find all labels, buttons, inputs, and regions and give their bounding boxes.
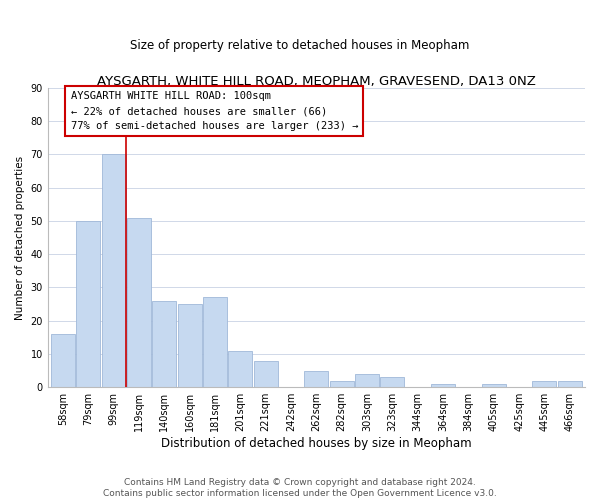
Text: AYSGARTH WHITE HILL ROAD: 100sqm
← 22% of detached houses are smaller (66)
77% o: AYSGARTH WHITE HILL ROAD: 100sqm ← 22% o… — [71, 92, 358, 131]
Bar — [304, 370, 328, 387]
Y-axis label: Number of detached properties: Number of detached properties — [15, 156, 25, 320]
Bar — [380, 377, 404, 387]
Bar — [127, 218, 151, 387]
Bar — [76, 221, 100, 387]
Bar — [229, 350, 253, 387]
X-axis label: Distribution of detached houses by size in Meopham: Distribution of detached houses by size … — [161, 437, 472, 450]
Bar — [329, 380, 354, 387]
Bar — [431, 384, 455, 387]
Bar — [482, 384, 506, 387]
Text: Contains HM Land Registry data © Crown copyright and database right 2024.
Contai: Contains HM Land Registry data © Crown c… — [103, 478, 497, 498]
Bar — [558, 380, 582, 387]
Bar — [152, 301, 176, 387]
Bar — [51, 334, 75, 387]
Bar — [532, 380, 556, 387]
Bar — [101, 154, 126, 387]
Bar — [203, 298, 227, 387]
Bar — [254, 360, 278, 387]
Bar — [178, 304, 202, 387]
Bar — [355, 374, 379, 387]
Title: AYSGARTH, WHITE HILL ROAD, MEOPHAM, GRAVESEND, DA13 0NZ: AYSGARTH, WHITE HILL ROAD, MEOPHAM, GRAV… — [97, 75, 536, 88]
Text: Size of property relative to detached houses in Meopham: Size of property relative to detached ho… — [130, 40, 470, 52]
